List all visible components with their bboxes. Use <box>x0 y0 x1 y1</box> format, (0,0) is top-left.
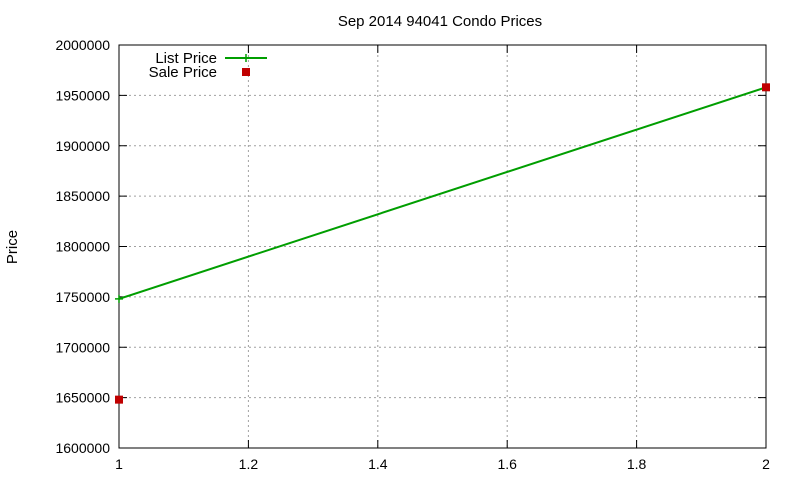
x-tick-label: 1 <box>115 456 123 472</box>
y-tick-label: 1650000 <box>55 390 110 406</box>
grid <box>119 45 766 448</box>
x-tick-label: 1.8 <box>627 456 647 472</box>
legend-label: List Price <box>155 50 217 67</box>
y-tick-label: 2000000 <box>55 37 110 53</box>
y-tick-label: 1850000 <box>55 188 110 204</box>
sale-price-point <box>762 83 770 92</box>
series-0 <box>115 83 770 303</box>
y-tick-label: 1600000 <box>55 440 110 456</box>
series <box>115 83 770 404</box>
sale-price-point <box>115 395 123 404</box>
y-axis-label: Price <box>4 230 21 264</box>
legend-marker <box>242 68 250 76</box>
x-tick-label: 1.6 <box>497 456 517 472</box>
x-tick-label: 1.4 <box>368 456 388 472</box>
list-price-line <box>118 86 767 300</box>
x-tick-label: 2 <box>762 456 770 472</box>
axis-ticks: 1600000 1650000 1700000 1750000 1800000 18500… <box>55 37 770 472</box>
series-1 <box>115 83 770 404</box>
x-tick-label: 1.2 <box>239 456 259 472</box>
y-tick-label: 1950000 <box>55 87 110 103</box>
list-price-point <box>115 294 123 303</box>
y-tick-label: 1700000 <box>55 339 110 355</box>
legend-marker <box>242 54 250 62</box>
plot-border <box>118 44 767 449</box>
y-tick-label: 1750000 <box>55 289 110 305</box>
legend-label: Sale Price <box>149 64 217 81</box>
chart-title: Sep 2014 94041 Condo Prices <box>338 13 542 30</box>
y-tick-label: 1900000 <box>55 138 110 154</box>
y-tick-label: 1800000 <box>55 239 110 255</box>
